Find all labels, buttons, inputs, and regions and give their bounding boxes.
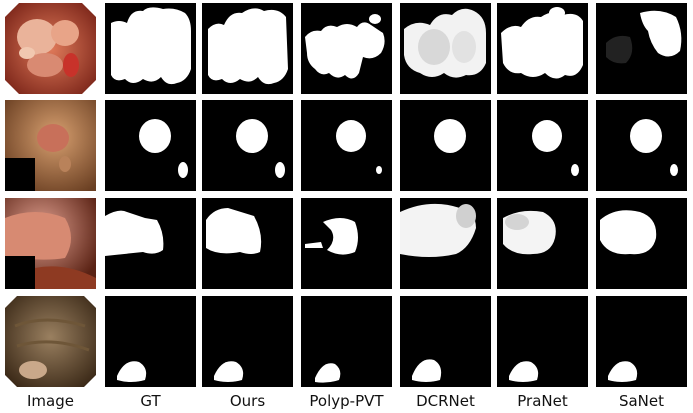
gt-mask-row-3 [105, 198, 196, 289]
polyp-image-row-1 [5, 3, 96, 94]
column-label-gt: GT [140, 392, 161, 410]
column-label-dcrnet: DCRNet [416, 392, 475, 410]
sanet-mask-row-4 [596, 296, 687, 387]
polyp-pvt-mask-row-4 [301, 296, 392, 387]
polyp-pvt-mask-row-3 [301, 198, 392, 289]
dcrnet-mask-row-4 [400, 296, 491, 387]
ours-mask-row-1 [202, 3, 293, 94]
gt-mask-row-2 [105, 100, 196, 191]
ours-mask-row-4 [202, 296, 293, 387]
column-label-image: Image [27, 392, 74, 410]
polyp-image-row-3 [5, 198, 96, 289]
sanet-mask-row-2 [596, 100, 687, 191]
column-label-pranet: PraNet [517, 392, 568, 410]
pranet-mask-row-1 [497, 3, 588, 94]
sanet-mask-row-3 [596, 198, 687, 289]
dcrnet-mask-row-2 [400, 100, 491, 191]
pranet-mask-row-2 [497, 100, 588, 191]
polyp-pvt-mask-row-2 [301, 100, 392, 191]
pranet-mask-row-4 [497, 296, 588, 387]
sanet-mask-row-1 [596, 3, 687, 94]
polyp-image-row-4 [5, 296, 96, 387]
gt-mask-row-1 [105, 3, 196, 94]
column-label-ours: Ours [229, 392, 266, 410]
ours-mask-row-3 [202, 198, 293, 289]
polyp-image-row-2 [5, 100, 96, 191]
column-label-polyp-pvt: Polyp-PVT [309, 392, 384, 410]
pranet-mask-row-3 [497, 198, 588, 289]
column-label-sanet: SaNet [618, 392, 665, 410]
dcrnet-mask-row-3 [400, 198, 491, 289]
ours-mask-row-2 [202, 100, 293, 191]
polyp-pvt-mask-row-1 [301, 3, 392, 94]
gt-mask-row-4 [105, 296, 196, 387]
dcrnet-mask-row-1 [400, 3, 491, 94]
